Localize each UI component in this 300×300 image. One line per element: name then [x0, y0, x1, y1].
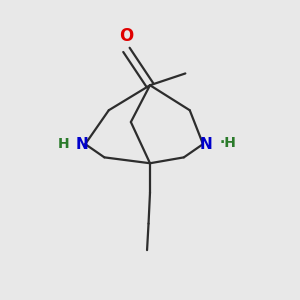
Text: ·H: ·H	[219, 136, 236, 150]
Text: H: H	[57, 137, 69, 151]
Text: O: O	[119, 28, 134, 46]
Text: N: N	[200, 136, 212, 152]
Text: N: N	[76, 136, 89, 152]
